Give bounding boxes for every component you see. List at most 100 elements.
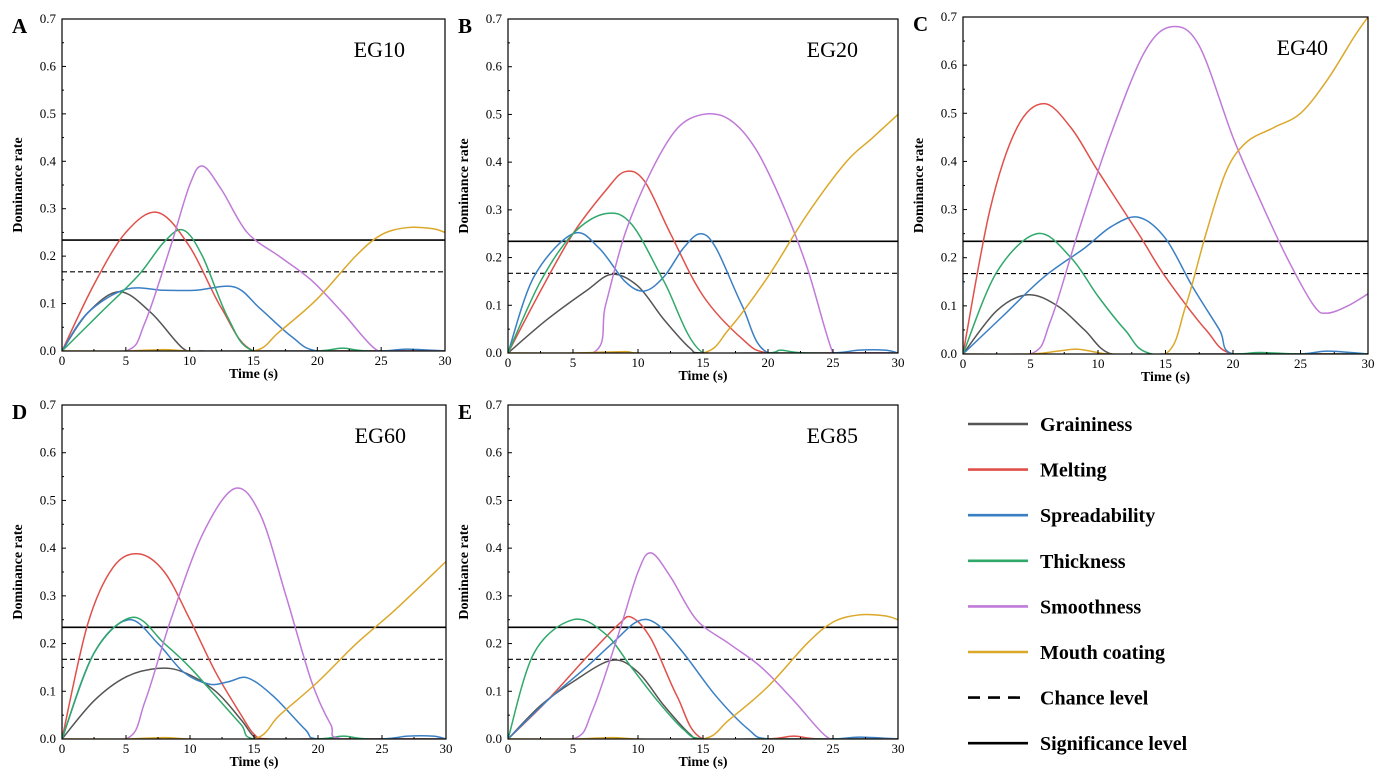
series-spreadability bbox=[62, 618, 446, 739]
panel-title: EG10 bbox=[354, 37, 405, 62]
y-tick-label: 0.6 bbox=[941, 57, 958, 72]
x-tick-label: 0 bbox=[59, 741, 66, 756]
series-smoothness bbox=[508, 112, 898, 353]
series-melting bbox=[508, 170, 898, 353]
y-tick-label: 0.3 bbox=[486, 202, 502, 217]
x-axis-label: Time (s) bbox=[229, 755, 278, 770]
y-tick-label: 0.3 bbox=[941, 202, 957, 217]
x-tick-label: 5 bbox=[1027, 356, 1034, 371]
y-tick-label: 0.6 bbox=[486, 445, 503, 460]
series-mouth-coating bbox=[62, 560, 446, 739]
y-tick-label: 0.0 bbox=[486, 345, 502, 360]
panel-letter: B bbox=[458, 14, 472, 38]
panel-letter: A bbox=[12, 14, 28, 38]
panel-title: EG60 bbox=[355, 423, 406, 448]
plot-frame bbox=[61, 404, 447, 740]
y-tick-label: 0.6 bbox=[40, 445, 57, 460]
x-tick-label: 25 bbox=[1294, 356, 1307, 371]
series-thickness bbox=[62, 228, 445, 351]
y-tick-label: 0.7 bbox=[941, 9, 958, 24]
x-tick-label: 0 bbox=[960, 356, 967, 371]
x-axis-label: Time (s) bbox=[229, 367, 278, 382]
x-tick-label: 25 bbox=[375, 353, 388, 368]
y-tick-label: 0.4 bbox=[486, 540, 503, 555]
series-thickness bbox=[508, 212, 898, 353]
y-tick-label: 0.2 bbox=[40, 636, 56, 651]
y-tick-label: 0.2 bbox=[486, 636, 502, 651]
legend-item-smoothness: Smoothness bbox=[968, 596, 1141, 618]
y-tick-label: 0.3 bbox=[486, 588, 502, 603]
x-tick-label: 5 bbox=[123, 741, 130, 756]
series-thickness bbox=[963, 232, 1368, 354]
legend-item-significance-level: Significance level bbox=[968, 733, 1188, 755]
y-tick-label: 0.4 bbox=[486, 154, 503, 169]
series-spreadability bbox=[62, 285, 445, 351]
series-melting bbox=[62, 552, 446, 739]
series-spreadability bbox=[508, 618, 898, 739]
legend-label: Graininess bbox=[1040, 414, 1132, 436]
y-tick-label: 0.3 bbox=[40, 588, 56, 603]
series-mouth-coating bbox=[62, 226, 445, 351]
panel-letter: E bbox=[458, 400, 472, 424]
x-tick-label: 15 bbox=[697, 355, 710, 370]
x-tick-label: 10 bbox=[632, 741, 645, 756]
legend-label: Melting bbox=[1040, 460, 1107, 482]
x-tick-label: 15 bbox=[697, 741, 710, 756]
series-graininess bbox=[62, 290, 445, 351]
y-tick-label: 0.0 bbox=[941, 346, 957, 361]
plot-frame bbox=[507, 18, 899, 354]
y-axis-label: Dominance rate bbox=[457, 524, 472, 619]
series-thickness bbox=[508, 618, 898, 739]
legend-label: Chance level bbox=[1040, 688, 1149, 710]
y-tick-label: 0.7 bbox=[40, 397, 57, 412]
y-tick-label: 0.7 bbox=[486, 11, 503, 26]
x-tick-label: 20 bbox=[762, 355, 775, 370]
x-tick-label: 20 bbox=[1227, 356, 1240, 371]
x-tick-label: 25 bbox=[376, 741, 389, 756]
y-tick-label: 0.4 bbox=[40, 540, 57, 555]
legend-item-chance-level: Chance level bbox=[968, 688, 1149, 710]
x-tick-label: 15 bbox=[248, 741, 261, 756]
x-tick-label: 30 bbox=[440, 741, 453, 756]
y-tick-label: 0.0 bbox=[486, 731, 502, 746]
series-smoothness bbox=[62, 165, 445, 351]
legend-label: Smoothness bbox=[1040, 596, 1141, 618]
series-thickness bbox=[62, 616, 446, 739]
y-tick-label: 0.1 bbox=[40, 296, 56, 311]
legend-label: Spreadability bbox=[1040, 505, 1155, 527]
series-spreadability bbox=[963, 216, 1368, 354]
legend: Graininess Melting Spreadability Thickness S… bbox=[968, 414, 1188, 755]
y-tick-label: 0.0 bbox=[40, 731, 56, 746]
y-tick-label: 0.2 bbox=[941, 250, 957, 265]
y-tick-label: 0.0 bbox=[40, 343, 56, 358]
x-tick-label: 0 bbox=[505, 355, 512, 370]
series-melting bbox=[963, 102, 1368, 354]
series-graininess bbox=[508, 273, 898, 353]
series-melting bbox=[62, 211, 445, 351]
y-tick-label: 0.3 bbox=[40, 201, 56, 216]
y-axis-label: Dominance rate bbox=[11, 524, 26, 619]
x-tick-label: 25 bbox=[827, 355, 840, 370]
x-tick-label: 10 bbox=[184, 741, 197, 756]
series-graininess bbox=[963, 294, 1368, 354]
series-mouth-coating bbox=[508, 613, 898, 739]
y-tick-label: 0.2 bbox=[40, 248, 56, 263]
panel-title: EG85 bbox=[807, 423, 858, 448]
x-axis-label: Time (s) bbox=[678, 369, 727, 384]
series-graininess bbox=[508, 659, 898, 739]
plot-frame bbox=[507, 404, 899, 740]
panel-c: 0 5 10 15 20 25 30 0.0 0.1 0.2 0.3 0.4 0.5 0.6 0.7 Time… bbox=[912, 9, 1375, 385]
legend-item-thickness: Thickness bbox=[968, 551, 1126, 573]
y-tick-label: 0.6 bbox=[486, 59, 503, 74]
x-tick-label: 10 bbox=[632, 355, 645, 370]
y-tick-label: 0.7 bbox=[40, 11, 57, 26]
x-tick-label: 5 bbox=[570, 741, 577, 756]
x-tick-label: 30 bbox=[892, 355, 905, 370]
y-tick-label: 0.6 bbox=[40, 58, 57, 73]
legend-item-mouth-coating: Mouth coating bbox=[968, 642, 1165, 664]
y-tick-label: 0.4 bbox=[941, 153, 958, 168]
x-tick-label: 20 bbox=[762, 741, 775, 756]
series-mouth-coating bbox=[508, 113, 898, 353]
x-axis-label: Time (s) bbox=[678, 755, 727, 770]
